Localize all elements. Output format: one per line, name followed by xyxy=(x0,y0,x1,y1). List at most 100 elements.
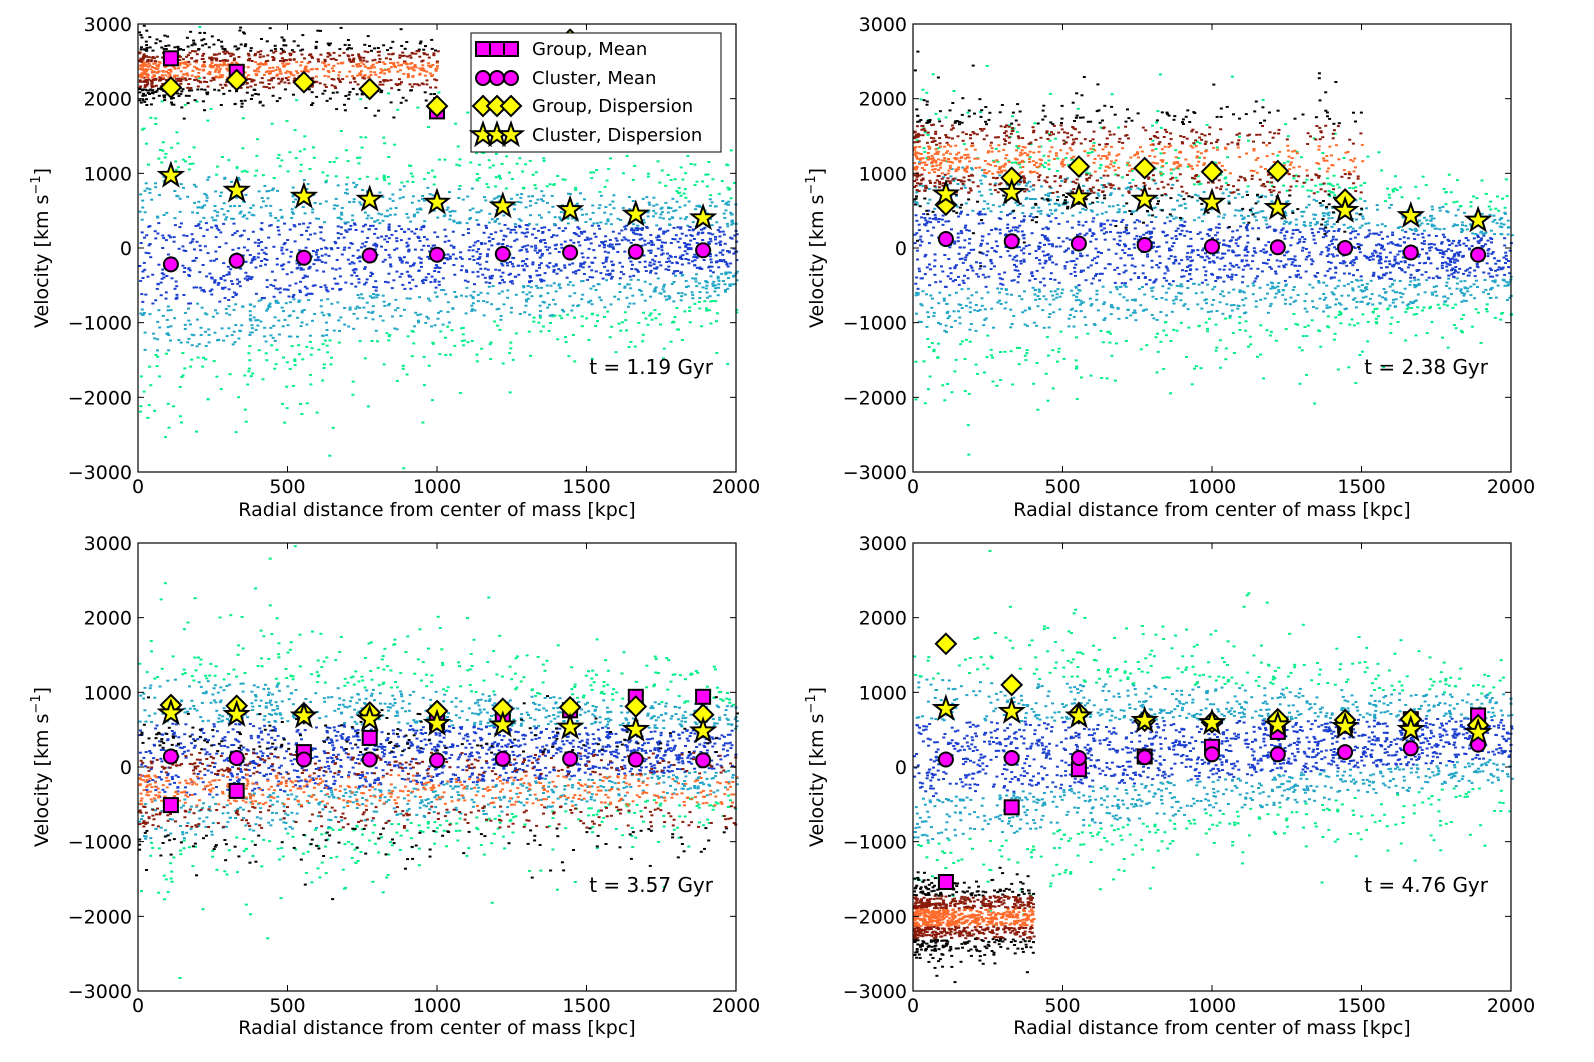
panel-1-cluster-density-cell xyxy=(188,323,192,326)
panel-1-cluster-density-cell xyxy=(316,249,319,252)
panel-1-cluster-density-cell xyxy=(282,243,286,246)
panel-1-cluster-density-cell xyxy=(554,247,558,250)
panel-1-cluster-density-cell xyxy=(530,295,534,298)
panel-1-cluster-density-cell xyxy=(383,179,387,182)
panel-1-group-density-cell xyxy=(402,72,406,75)
panel-1-cluster-density-cell xyxy=(286,239,290,241)
panel-1-cluster-density-cell xyxy=(487,248,491,251)
panel-1-cluster-density-cell xyxy=(234,292,238,295)
panel-1-cluster-density-cell xyxy=(350,282,354,285)
panel-1-cluster-density-cell xyxy=(232,217,235,220)
panel-1-group-density-cell xyxy=(141,99,145,102)
panel-1-cluster-density-cell xyxy=(361,297,365,300)
panel-1-cluster-density-cell xyxy=(160,100,164,103)
panel-1-cluster-density-cell xyxy=(353,223,357,226)
panel-1-group-density-cell xyxy=(155,55,159,58)
panel-1-group-density-cell xyxy=(214,57,217,60)
panel-2-cluster-density-cell xyxy=(1039,145,1043,148)
panel-2-cluster-density-cell xyxy=(1090,210,1094,213)
panel-2-cluster-density-cell xyxy=(1039,281,1043,284)
panel-1-cluster-density-cell xyxy=(614,237,618,240)
panel-2: t = 2.38 Gyr 0 500 1000 1500 2000 −3000−2000… xyxy=(804,14,1535,521)
panel-1-cluster-density-cell xyxy=(558,287,562,289)
panel-1-cluster-density-cell xyxy=(228,373,232,376)
panel-1-cluster-density-cell xyxy=(581,293,585,296)
panel-1-cluster-density-cell xyxy=(227,288,231,291)
panel-1-cluster-density-cell xyxy=(452,246,456,249)
panel-1-group-density-cell xyxy=(265,86,269,89)
panel-1-cluster-density-cell xyxy=(465,270,469,273)
panel-1-cluster-density-cell xyxy=(705,185,709,188)
panel-1-cluster-density-cell xyxy=(251,204,255,207)
panel-1-cluster-density-cell xyxy=(569,239,573,242)
panel-1-cluster-density-cell xyxy=(563,264,567,267)
panel-1-cluster-density-cell xyxy=(460,294,463,297)
panel-1-cluster-density-cell xyxy=(714,287,717,290)
panel-2-cluster-density-cell xyxy=(1103,238,1107,241)
legend-cluster-mean-marker-3 xyxy=(503,70,519,86)
panel-1-group-density-cell xyxy=(149,88,153,91)
panel-1-cluster-density-cell xyxy=(276,157,280,160)
panel-1-cluster-density-cell xyxy=(673,270,676,273)
panel-1-cluster-density-cell xyxy=(298,150,302,153)
panel-1-group-density-cell xyxy=(245,82,249,84)
panel-1-group-density-cell xyxy=(387,68,391,70)
panel-1-cluster-density-cell xyxy=(241,117,245,120)
panel-1-cluster-density-cell xyxy=(451,230,455,233)
panel-2-cluster-density-cell xyxy=(1217,241,1221,244)
panel-2-cluster-density-cell xyxy=(1332,276,1336,279)
panel-1-cluster-density-cell xyxy=(646,323,650,326)
panel-2-cluster-density-cell xyxy=(1056,157,1060,160)
panel-2-cluster-density-cell xyxy=(1155,121,1158,124)
panel-1-cluster-density-cell xyxy=(164,297,168,300)
panel-1-cluster-density-cell xyxy=(654,255,658,257)
panel-1-cluster-density-cell xyxy=(526,244,530,247)
panel-1-cluster-density-cell xyxy=(251,230,255,233)
panel-1-cluster-density-cell xyxy=(648,203,652,206)
panel-1-group-density-cell xyxy=(222,61,226,64)
panel-1-cluster-density-cell xyxy=(226,210,230,213)
panel-2-cluster-density-cell xyxy=(1251,260,1255,263)
panel-1-cluster-density-cell xyxy=(662,347,666,350)
panel-1-cluster-density-cell xyxy=(275,348,279,351)
panel-2-cluster-density-cell xyxy=(1399,260,1403,263)
panel-1-group-density-cell xyxy=(272,57,276,60)
panel-1-cluster-density-cell xyxy=(348,308,352,311)
panel-2-cluster-density-cell xyxy=(1294,323,1298,326)
panel-2-cluster-density-cell xyxy=(1315,222,1319,225)
panel-1-group-density-cell xyxy=(221,86,225,89)
panel-1-cluster-density-cell xyxy=(631,263,634,266)
panel-1-cluster-density-cell xyxy=(413,232,417,235)
panel-1-group-density-cell xyxy=(265,40,269,43)
panel-1-cluster-density-cell xyxy=(387,272,391,275)
panel-2-cluster-density-cell xyxy=(1288,222,1292,225)
panel-1-group-density-cell xyxy=(223,63,227,66)
panel-2-cluster-density-cell xyxy=(1018,224,1022,227)
panel-1-group-density-cell xyxy=(374,73,378,76)
panel-2-cluster-density-cell xyxy=(1277,289,1281,292)
panel-1-cluster-density-cell xyxy=(207,333,211,336)
panel-2-cluster-density-cell xyxy=(1049,209,1053,212)
panel-1-cluster-density-cell xyxy=(450,210,454,212)
panel-1-group-density-cell xyxy=(206,72,210,75)
panel-1-cluster-density-cell xyxy=(471,296,475,299)
panel-2-cluster-density-cell xyxy=(933,253,937,256)
panel-1-group-density-cell xyxy=(249,49,253,52)
panel-2-cluster-density-cell xyxy=(917,229,921,232)
panel-1-cluster-density-cell xyxy=(308,266,312,269)
panel-1-cluster-density-cell xyxy=(206,178,210,181)
panel-2-cluster-density-cell xyxy=(1485,303,1489,306)
panel-1-cluster-density-cell xyxy=(607,251,611,254)
panel-1-cluster-density-cell xyxy=(353,271,357,274)
panel-1-cluster-density-cell xyxy=(156,215,160,218)
panel-1-group-density-cell xyxy=(248,78,252,80)
panel-1-group-density-cell xyxy=(389,79,393,82)
panel-1-cluster-density-cell xyxy=(257,190,261,193)
panel-1-cluster-density-cell xyxy=(476,300,480,303)
panel-1-cluster-density-cell xyxy=(321,343,325,346)
panel-1-cluster-density-cell xyxy=(676,191,680,194)
panel-1-cluster-density-cell xyxy=(719,243,722,246)
panel-1-cluster-density-cell xyxy=(654,272,658,275)
panel-1-cluster-density-cell xyxy=(550,236,554,239)
panel-2-cluster-density-cell xyxy=(1331,235,1335,238)
